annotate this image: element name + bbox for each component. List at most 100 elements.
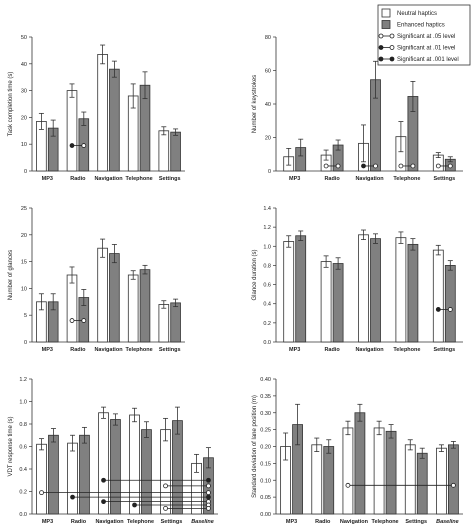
x-tick-label-settings: Settings — [161, 519, 183, 525]
significance-marker — [101, 499, 106, 505]
bar-settings-enhanced-haptics — [170, 302, 181, 343]
y-tick-label: 0.20 — [260, 445, 271, 451]
significance-marker — [447, 307, 453, 312]
bar-telephone-enhanced-haptics — [385, 430, 397, 515]
bar-navigation-neutral-haptics — [358, 234, 369, 343]
significance-marker — [132, 502, 137, 508]
bar-telephone-neutral-haptics — [373, 427, 385, 515]
y-tick-label: 0.2 — [19, 490, 27, 496]
bar-mp3-neutral-haptics — [36, 443, 47, 515]
significance-marker — [163, 505, 168, 511]
y-tick-label: 40 — [265, 102, 271, 108]
x-tick-label-telephone: Telephone — [393, 347, 420, 353]
y-tick-label: 0.6 — [19, 445, 27, 451]
y-tick-label: 0.05 — [260, 495, 271, 501]
y-axis-label: Standard deviation of lane position (m) — [252, 395, 258, 498]
significance-marker — [69, 143, 75, 148]
bar-navigation-neutral-haptics — [98, 412, 109, 515]
significance-marker — [206, 477, 211, 483]
y-tick-label: 0.40 — [260, 377, 271, 383]
bar-baseline-enhanced-haptics — [448, 444, 459, 515]
x-tick-label-mp3: MP3 — [42, 176, 53, 182]
legend-label: Significant at .05 level — [397, 34, 455, 40]
y-tick-label: 50 — [21, 35, 27, 41]
y-tick-label: 0.8 — [19, 422, 27, 428]
y-tick-label: 5 — [24, 313, 27, 319]
chart-panel-3: 0 5 10 15 20 25 Number of glances MP3 Radio Navig… — [8, 206, 185, 353]
y-axis-label: Number of glances — [8, 250, 14, 300]
x-tick-label-settings: Settings — [159, 347, 181, 353]
x-tick-label-navigation: Navigation — [95, 519, 124, 525]
bar-navigation-neutral-haptics — [342, 427, 354, 515]
y-tick-label: 80 — [265, 35, 271, 41]
bar-settings-neutral-haptics — [158, 130, 170, 172]
x-tick-label-telephone: Telephone — [372, 519, 399, 525]
significance-marker — [451, 482, 456, 488]
bar-mp3-enhanced-haptics — [48, 434, 59, 515]
x-tick-label-baseline: Baseline — [191, 519, 214, 525]
y-tick-label: 0.0 — [19, 512, 27, 518]
bar-mp3-enhanced-haptics — [295, 235, 307, 343]
chart-panel-4: 0.0 0.2 0.4 0.6 0.8 1.0 1.2 1.4 Glance duration … — [252, 206, 463, 353]
significance-marker — [435, 163, 441, 169]
x-tick-label-mp3: MP3 — [42, 519, 53, 525]
significance-marker — [81, 143, 87, 148]
y-axis-label: Number of keystrokes — [252, 75, 258, 133]
x-tick-label-mp3: MP3 — [42, 347, 53, 353]
x-tick-label-telephone: Telephone — [127, 519, 154, 525]
x-tick-label-navigation: Navigation — [94, 176, 123, 182]
bar-navigation-neutral-haptics — [97, 247, 108, 343]
y-tick-label: 20 — [21, 233, 27, 239]
bar-radio-neutral-haptics — [66, 90, 78, 172]
bar-navigation-enhanced-haptics — [109, 68, 120, 172]
legend-sig-marker — [378, 56, 384, 62]
x-tick-label-telephone: Telephone — [126, 176, 153, 182]
x-tick-label-settings: Settings — [405, 519, 427, 525]
bar-baseline-neutral-haptics — [436, 447, 447, 515]
x-tick-label-radio: Radio — [70, 176, 86, 182]
y-tick-label: 0.4 — [19, 467, 27, 473]
y-tick-label: 0 — [24, 169, 27, 175]
y-tick-label: 1.0 — [263, 244, 271, 250]
x-tick-label-telephone: Telephone — [393, 176, 420, 182]
y-tick-label: 20 — [21, 115, 27, 121]
significance-marker — [398, 163, 404, 169]
y-tick-label: 0.8 — [263, 263, 271, 269]
legend: Neutral haptics Enhanced haptics Significa… — [377, 4, 471, 66]
bar-settings-neutral-haptics — [158, 304, 170, 343]
x-tick-label-radio: Radio — [324, 176, 340, 182]
y-tick-label: 0.4 — [263, 302, 271, 308]
significance-marker — [206, 490, 211, 496]
significance-marker — [361, 163, 366, 169]
x-tick-label-navigation: Navigation — [355, 347, 384, 353]
legend-label: Enhanced haptics — [397, 23, 445, 29]
bar-settings-enhanced-haptics — [170, 131, 181, 172]
x-tick-label-mp3: MP3 — [289, 347, 300, 353]
bar-mp3-neutral-haptics — [283, 241, 295, 343]
legend-sig-marker — [389, 56, 395, 62]
significance-marker — [101, 477, 106, 483]
bar-settings-enhanced-haptics — [444, 265, 456, 343]
legend-sig-marker — [389, 33, 395, 39]
bar-navigation-enhanced-haptics — [110, 419, 121, 515]
y-tick-label: 0.30 — [260, 411, 271, 417]
bar-radio-enhanced-haptics — [79, 434, 90, 515]
significance-marker — [345, 482, 351, 488]
significance-marker — [447, 163, 453, 169]
legend-swatch — [381, 8, 391, 18]
bar-settings-neutral-haptics — [432, 249, 444, 343]
bar-settings-enhanced-haptics — [172, 420, 183, 515]
legend-swatch — [381, 20, 391, 29]
chart-panel-1: 0 10 20 30 40 50 Task completion time (s) MP3 Ra… — [8, 35, 185, 182]
significance-marker — [323, 163, 329, 169]
x-tick-label-navigation: Navigation — [355, 176, 384, 182]
y-tick-label: 0.15 — [260, 461, 271, 467]
bar-radio-neutral-haptics — [66, 274, 78, 343]
y-tick-label: 15 — [21, 260, 27, 266]
x-tick-label-radio: Radio — [315, 519, 331, 525]
y-tick-label: 0 — [268, 169, 271, 175]
y-axis-label: Task completion time (s) — [8, 72, 14, 137]
significance-marker — [70, 494, 75, 500]
y-tick-label: 1.0 — [19, 400, 27, 406]
x-tick-label-mp3: MP3 — [286, 519, 297, 525]
